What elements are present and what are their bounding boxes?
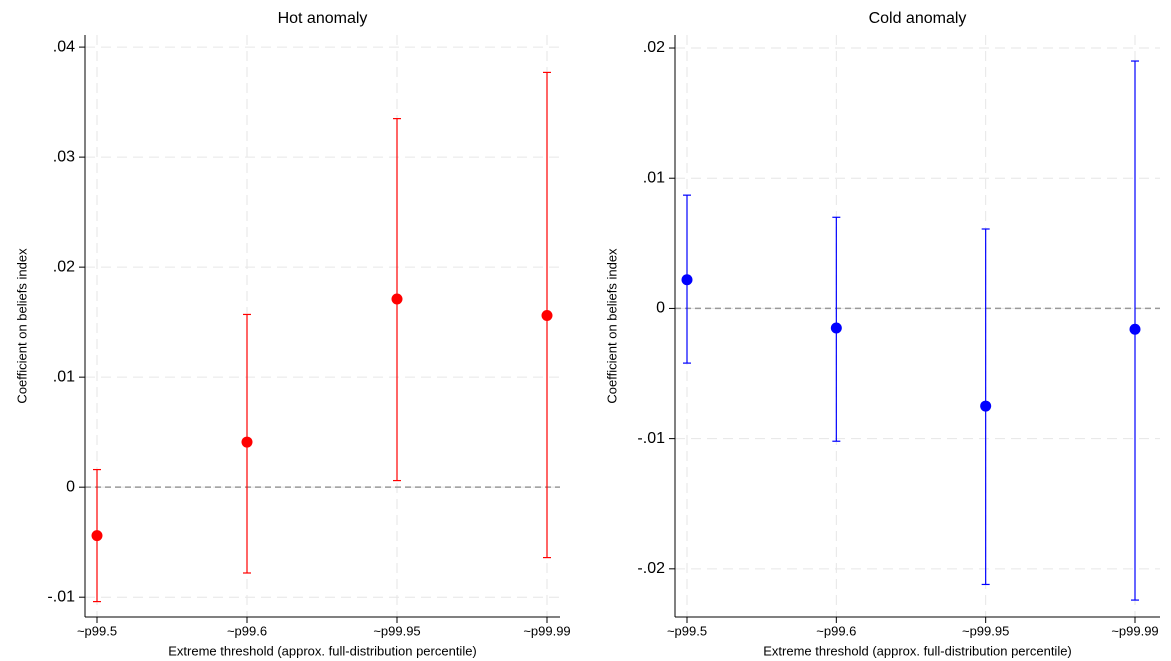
x-axis-label: Extreme threshold (approx. full-distribu… [763,643,1072,658]
y-tick-label: 0 [66,478,75,495]
y-tick-label: .01 [53,368,75,385]
point [391,293,403,305]
y-tick-label: .02 [53,258,75,275]
y-tick-label: 0 [656,300,665,317]
y-axis-label: Coefficient on beliefs index [14,248,29,404]
point [830,322,842,334]
point [980,400,992,412]
y-tick-label: -.01 [637,430,665,447]
x-tick-label: ~p99.95 [962,623,1009,638]
point [241,436,253,448]
x-tick-label: ~p99.95 [373,623,420,638]
x-tick-label: ~p99.99 [523,623,570,638]
x-axis-label: Extreme threshold (approx. full-distribu… [168,643,477,658]
y-tick-label: .04 [53,38,75,55]
y-axis-label: Coefficient on beliefs index [604,248,619,404]
point [541,310,553,322]
x-tick-label: ~p99.6 [816,623,856,638]
x-tick-label: ~p99.6 [227,623,267,638]
y-tick-label: -.01 [47,588,75,605]
y-tick-label: -.02 [637,560,665,577]
point [91,530,103,542]
x-tick-label: ~p99.5 [77,623,117,638]
x-tick-label: ~p99.99 [1111,623,1158,638]
point [1129,323,1141,335]
chart-title: Hot anomaly [278,10,368,27]
x-tick-label: ~p99.5 [667,623,707,638]
y-tick-label: .02 [643,39,665,56]
y-tick-label: .01 [643,169,665,186]
chart-title: Cold anomaly [869,10,967,27]
point [681,274,693,286]
y-tick-label: .03 [53,148,75,165]
